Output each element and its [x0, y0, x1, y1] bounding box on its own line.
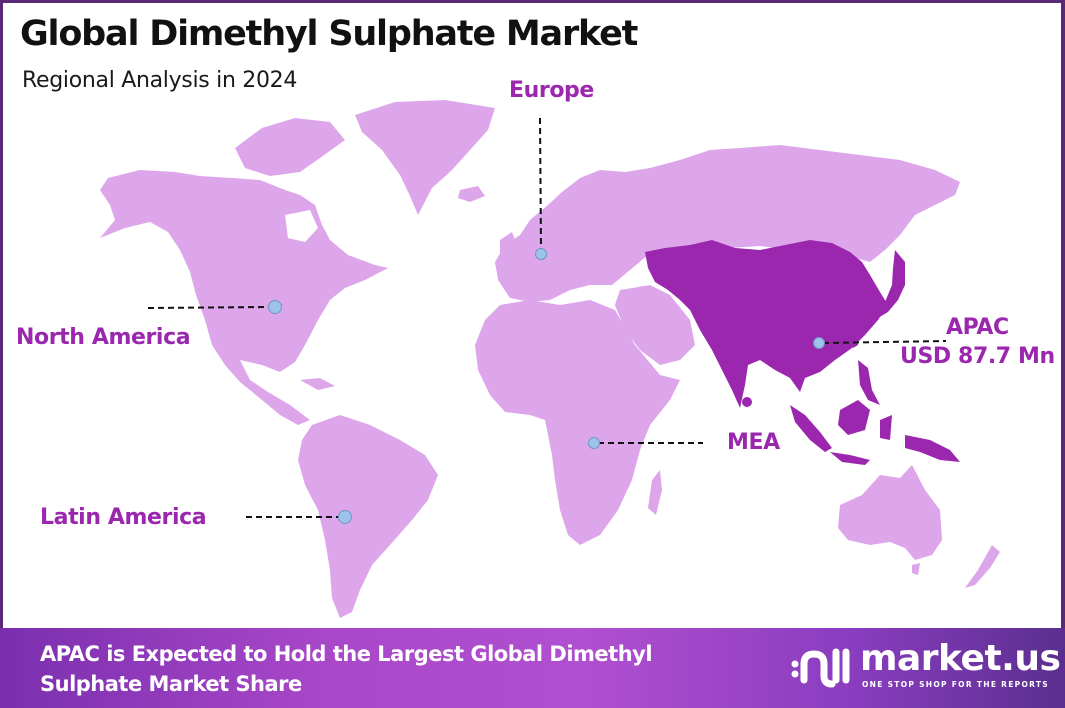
iceland-shape: [458, 186, 485, 202]
footer-line-1: APAC is Expected to Hold the Largest Glo…: [40, 642, 653, 666]
sri-lanka-shape: [742, 397, 752, 407]
korea-shape: [862, 295, 875, 320]
europe-leader: [539, 117, 542, 251]
page-title: Global Dimethyl Sulphate Market: [20, 14, 638, 54]
page-subtitle: Regional Analysis in 2024: [22, 68, 298, 93]
north-america-shape: [100, 170, 388, 425]
new-zealand-shape: [965, 545, 1000, 588]
europe-russia-shape: [495, 145, 960, 302]
scandinavia-shape: [540, 185, 600, 240]
greenland-shape: [355, 100, 495, 215]
latin-america-marker: [338, 510, 352, 524]
apac-region-shape: [645, 240, 888, 408]
africa-shape: [475, 300, 680, 545]
apac-region-name: APAC: [946, 315, 1009, 340]
java-shape: [830, 452, 870, 465]
logo-wordmark: market.us: [860, 638, 1061, 679]
new-guinea-shape: [905, 435, 960, 462]
hudson-bay: [285, 210, 318, 242]
north-america-leader: [147, 306, 271, 309]
middle-east-shape: [615, 285, 695, 365]
latin-america-label: Latin America: [40, 505, 207, 530]
apac-leader: [822, 340, 947, 344]
market-us-logo: market.us ONE STOP SHOP FOR THE REPORTS: [790, 638, 1061, 698]
footer-line-2: Sulphate Market Share: [40, 672, 302, 696]
market-us-logo-icon: [791, 648, 850, 688]
apac-region-value: USD 87.7 Mn: [900, 344, 1055, 369]
sumatra-shape: [790, 405, 832, 452]
japan-shape: [878, 250, 905, 318]
australia-shape: [838, 465, 942, 560]
mea-marker: [588, 437, 600, 449]
borneo-shape: [838, 400, 870, 435]
tasmania-shape: [912, 563, 920, 575]
mea-label: MEA: [727, 430, 780, 455]
footer-banner: APAC is Expected to Hold the Largest Glo…: [0, 628, 1065, 708]
apac-label: APAC USD 87.7 Mn: [900, 313, 1055, 371]
logo-tagline: ONE STOP SHOP FOR THE REPORTS: [862, 680, 1049, 689]
uk-shape: [500, 232, 518, 262]
footer-message: APAC is Expected to Hold the Largest Glo…: [40, 639, 653, 699]
north-america-label: North America: [16, 325, 191, 350]
europe-label: Europe: [509, 78, 594, 103]
arctic-islands-shape: [235, 118, 345, 176]
world-map: [100, 100, 1000, 618]
philippines-shape: [858, 360, 880, 405]
south-america-shape: [298, 415, 438, 618]
madagascar-shape: [648, 470, 662, 515]
europe-marker: [535, 248, 547, 260]
apac-marker: [813, 337, 825, 349]
north-america-marker: [268, 300, 282, 314]
caribbean-shape: [300, 378, 335, 390]
sulawesi-shape: [880, 415, 892, 440]
